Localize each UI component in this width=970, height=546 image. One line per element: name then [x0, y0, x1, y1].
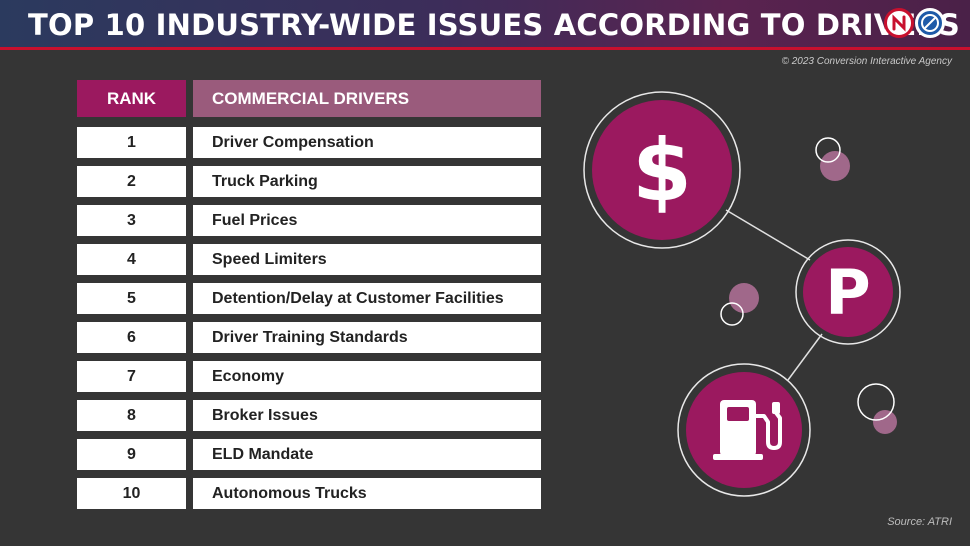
page-title: TOP 10 INDUSTRY-WIDE ISSUES ACCORDING TO…	[28, 8, 960, 42]
source-note: Source: ATRI	[887, 516, 952, 528]
decorative-ring	[720, 302, 744, 326]
partner-logo-icon	[915, 8, 945, 38]
decorative-ring	[815, 137, 841, 163]
rank-cell: 9	[77, 439, 186, 470]
svg-text:P: P	[825, 256, 870, 329]
issue-cell: Economy	[193, 361, 541, 392]
rank-cell: 7	[77, 361, 186, 392]
rank-cell: 10	[77, 478, 186, 509]
dollar-icon: $	[583, 91, 741, 249]
decorative-bubble	[729, 283, 759, 313]
connector-line	[725, 209, 811, 261]
connector-line	[787, 333, 823, 381]
fuel-pump-icon	[677, 363, 811, 497]
rank-cell: 3	[77, 205, 186, 236]
issue-cell: Fuel Prices	[193, 205, 541, 236]
issue-cell: Autonomous Trucks	[193, 478, 541, 509]
issue-cell: ELD Mandate	[193, 439, 541, 470]
rank-cell: 6	[77, 322, 186, 353]
rank-cell: 4	[77, 244, 186, 275]
issue-cell: Detention/Delay at Customer Facilities	[193, 283, 541, 314]
issue-cell: Driver Compensation	[193, 127, 541, 158]
issue-cell: Truck Parking	[193, 166, 541, 197]
svg-text:$: $	[632, 121, 692, 221]
rank-cell: 1	[77, 127, 186, 158]
company-logo-icon	[884, 8, 914, 38]
rank-cell: 2	[77, 166, 186, 197]
decorative-ring	[857, 383, 895, 421]
decorative-bubble	[820, 151, 850, 181]
issues-illustration: $ P	[583, 91, 901, 497]
rank-cell: 5	[77, 283, 186, 314]
drivers-column-header: COMMERCIAL DRIVERS	[193, 80, 541, 117]
decorative-bubble	[873, 410, 897, 434]
parking-icon: P	[795, 239, 901, 345]
title-banner: TOP 10 INDUSTRY-WIDE ISSUES ACCORDING TO…	[0, 0, 970, 50]
rank-column-header: RANK	[77, 80, 186, 117]
issue-cell: Speed Limiters	[193, 244, 541, 275]
copyright-note: © 2023 Conversion Interactive Agency	[781, 56, 952, 67]
rank-cell: 8	[77, 400, 186, 431]
issue-cell: Driver Training Standards	[193, 322, 541, 353]
issue-cell: Broker Issues	[193, 400, 541, 431]
